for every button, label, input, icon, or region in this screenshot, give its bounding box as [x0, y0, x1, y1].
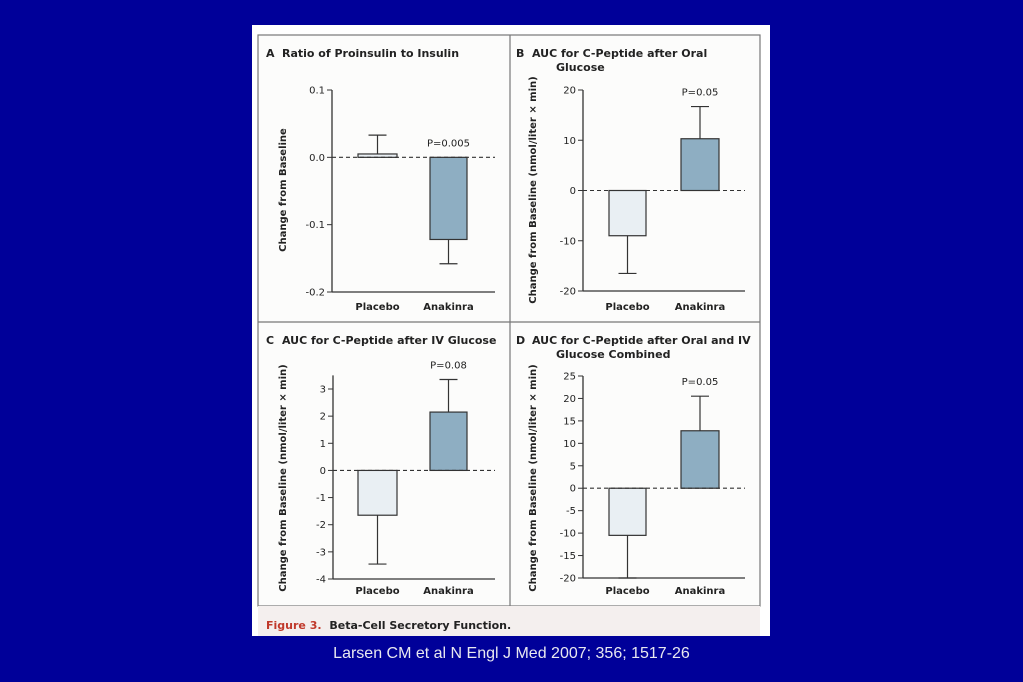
y-tick-label: 0.1 — [309, 86, 325, 97]
panel-letter: B — [516, 47, 524, 60]
y-tick-label: -10 — [560, 529, 576, 540]
bar-anakinra — [429, 156, 468, 241]
x-category-label: Placebo — [605, 302, 649, 313]
bar-placebo — [357, 469, 398, 516]
y-tick-label: 20 — [563, 86, 576, 97]
figure-label: Figure 3. — [266, 619, 322, 632]
p-value-label: P=0.08 — [430, 361, 467, 372]
y-tick-label: -3 — [316, 547, 326, 558]
bar-anakinra — [680, 430, 720, 489]
y-tick-label: 10 — [563, 439, 576, 450]
y-tick-label: -1 — [316, 493, 326, 504]
y-tick-label: 2 — [320, 412, 326, 423]
y-tick-label: -20 — [560, 287, 576, 298]
y-tick-label: -0.2 — [305, 288, 325, 299]
y-tick-label: -5 — [566, 506, 576, 517]
x-category-label: Placebo — [355, 586, 399, 597]
citation: Larsen CM et al N Engl J Med 2007; 356; … — [333, 645, 690, 662]
x-category-label: Placebo — [605, 586, 649, 597]
panel-title-line2: Glucose — [556, 61, 605, 74]
panel-letter: C — [266, 334, 274, 347]
y-axis-label: Change from Baseline (nmol/liter × min) — [278, 364, 289, 591]
panel-title: Ratio of Proinsulin to Insulin — [282, 47, 459, 60]
y-tick-label: 0 — [320, 466, 326, 477]
y-tick-label: -2 — [316, 520, 326, 531]
y-axis-label: Change from Baseline (nmol/liter × min) — [528, 364, 539, 591]
y-tick-label: 1 — [320, 439, 326, 450]
panel-letter: D — [516, 334, 525, 347]
bar-placebo — [608, 487, 647, 536]
caption-background — [258, 606, 760, 636]
bar-anakinra — [680, 138, 720, 192]
y-tick-label: -4 — [316, 575, 326, 586]
y-axis-label: Change from Baseline — [278, 128, 289, 252]
y-tick-label: 15 — [563, 416, 576, 427]
y-tick-label: 0 — [570, 186, 576, 197]
p-value-label: P=0.05 — [682, 377, 719, 388]
y-tick-label: 20 — [563, 394, 576, 405]
panel-title: AUC for C-Peptide after Oral and IV — [532, 334, 751, 347]
panel-title: AUC for C-Peptide after IV Glucose — [282, 334, 496, 347]
y-tick-label: -20 — [560, 574, 576, 585]
y-tick-label: -15 — [560, 551, 576, 562]
y-tick-label: -10 — [560, 236, 576, 247]
y-tick-label: 0.0 — [309, 153, 325, 164]
p-value-label: P=0.005 — [427, 138, 470, 149]
bar-placebo — [608, 189, 647, 237]
figure-title: Beta-Cell Secretory Function. — [329, 619, 511, 632]
y-tick-label: -0.1 — [305, 220, 325, 231]
p-value-label: P=0.05 — [682, 88, 719, 99]
panel-letter: A — [266, 47, 275, 60]
figure-caption: Figure 3. Beta-Cell Secretory Function. — [266, 619, 511, 632]
y-tick-label: 25 — [563, 372, 576, 383]
y-tick-label: 5 — [570, 461, 576, 472]
y-tick-label: 0 — [570, 484, 576, 495]
panel-title-line2: Glucose Combined — [556, 348, 670, 361]
y-axis-label: Change from Baseline (nmol/liter × min) — [528, 76, 539, 303]
y-tick-label: 3 — [320, 385, 326, 396]
x-category-label: Placebo — [355, 302, 399, 313]
y-tick-label: 10 — [563, 136, 576, 147]
x-category-label: Anakinra — [675, 586, 725, 597]
x-category-label: Anakinra — [423, 302, 473, 313]
panel-title: AUC for C-Peptide after Oral — [532, 47, 707, 60]
x-category-label: Anakinra — [675, 302, 725, 313]
bar-anakinra — [429, 411, 468, 472]
panel-frame — [257, 34, 761, 607]
x-category-label: Anakinra — [423, 586, 473, 597]
